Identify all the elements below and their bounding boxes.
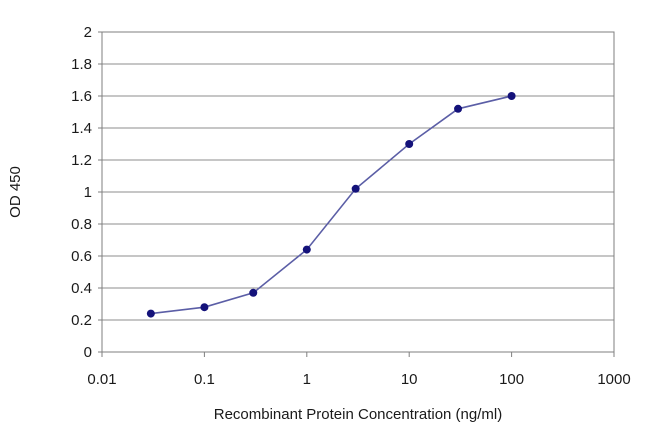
- y-tick-label: 1.8: [71, 56, 92, 73]
- y-axis-title: OD 450: [7, 166, 24, 218]
- x-tick-label: 100: [499, 371, 524, 388]
- data-point: [302, 245, 311, 254]
- data-point: [146, 309, 155, 318]
- data-point: [200, 303, 209, 312]
- y-tick-label: 2: [84, 24, 92, 41]
- x-tick-label: 0.1: [194, 371, 215, 388]
- y-tick-label: 1.4: [71, 120, 92, 137]
- x-axis-title: Recombinant Protein Concentration (ng/ml…: [214, 406, 502, 423]
- y-axis-ticks: 0 0.2 0.4 0.6 0.8 1 1.2 1.4 1.6 1.8 2: [71, 24, 102, 361]
- series-group: [146, 92, 516, 318]
- y-tick-label: 0.6: [71, 248, 92, 265]
- x-tick-label: 1: [303, 371, 311, 388]
- y-tick-label: 0.4: [71, 280, 92, 297]
- data-point: [405, 140, 414, 148]
- x-tick-label: 0.01: [87, 371, 116, 388]
- x-axis-ticks: 0.01 0.1 1 10 100 1000: [87, 352, 631, 388]
- data-point: [454, 104, 463, 113]
- y-tick-label: 1.2: [71, 152, 92, 169]
- x-tick-label: 1000: [597, 371, 630, 388]
- data-point: [351, 184, 360, 193]
- y-tick-label: 0.2: [71, 312, 92, 329]
- y-tick-label: 1: [84, 184, 92, 201]
- y-tick-label: 1.6: [71, 88, 92, 105]
- x-tick-label: 10: [401, 371, 418, 388]
- data-point: [249, 288, 258, 297]
- y-tick-label: 0.8: [71, 216, 92, 233]
- series-line: [150, 95, 512, 315]
- data-point: [507, 92, 516, 100]
- y-tick-label: 0: [84, 344, 92, 361]
